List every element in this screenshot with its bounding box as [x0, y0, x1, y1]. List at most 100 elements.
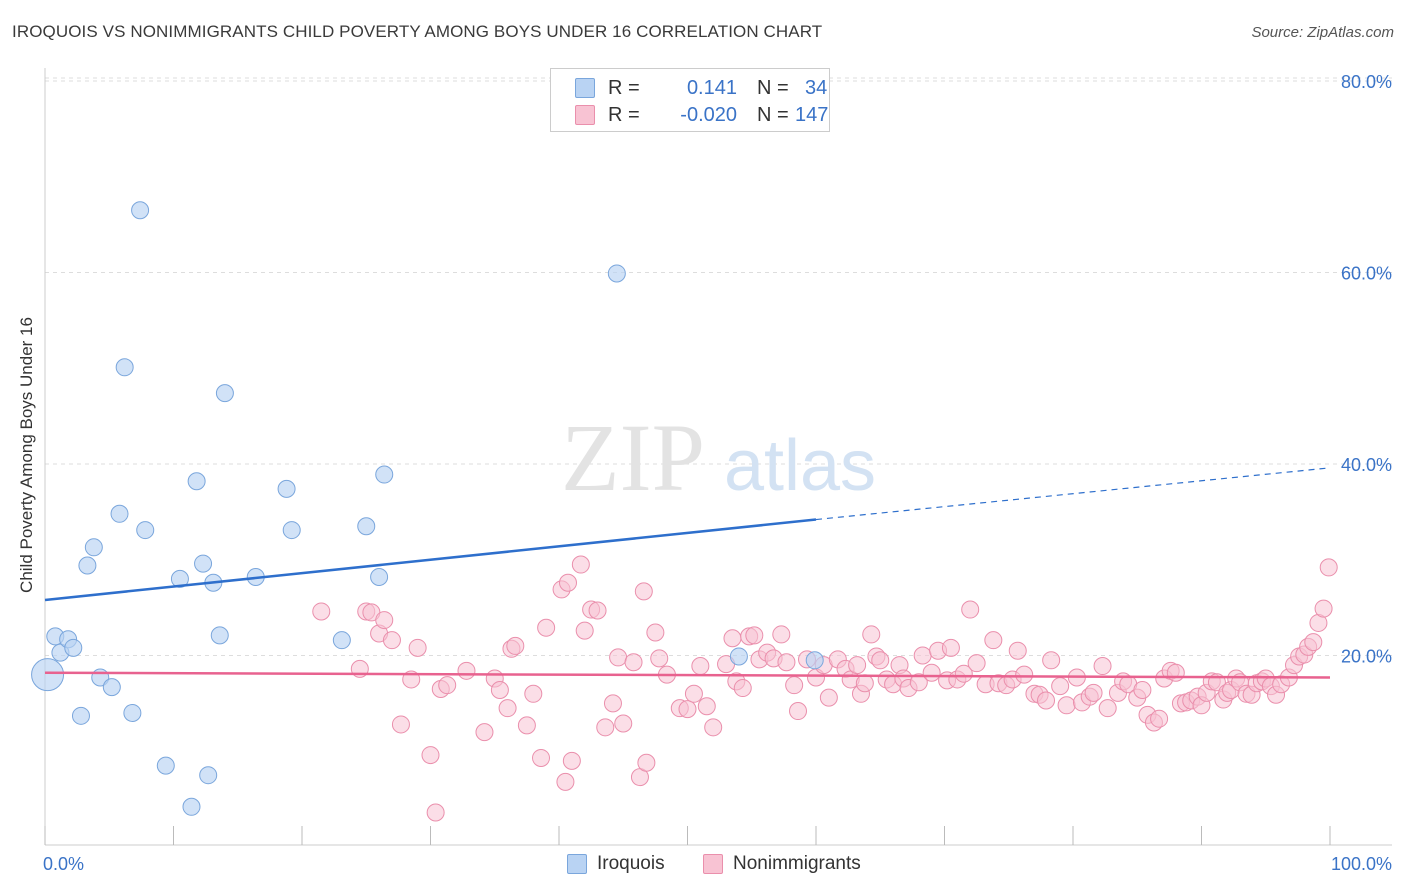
nonimmigrants-trend-line: [44, 671, 1331, 679]
legend-label-iroquois: Iroquois: [597, 853, 665, 874]
nonimmigrants-point: [1133, 680, 1152, 699]
nonimmigrants-point: [785, 676, 804, 695]
iroquois-point: [170, 569, 189, 588]
iroquois-point: [156, 756, 175, 775]
trend-lines: [44, 467, 1331, 679]
nonimmigrants-point: [498, 699, 517, 718]
nonimmigrants-point: [506, 636, 525, 655]
iroquois-point: [375, 465, 394, 484]
grid-lines: [45, 77, 1392, 656]
source-credit: Source: ZipAtlas.com: [1251, 24, 1394, 41]
nonimmigrants-point: [637, 753, 656, 772]
nonimmigrants-point: [745, 626, 764, 645]
iroquois-point: [357, 517, 376, 536]
watermark-zip: ZIP: [561, 404, 705, 511]
nonimmigrants-point: [603, 694, 622, 713]
nonimmigrants-point: [1166, 663, 1185, 682]
nonimmigrants-point: [723, 629, 742, 648]
nonimmigrants-point: [862, 625, 881, 644]
nonimmigrants-point: [558, 573, 577, 592]
legend-r-value: 0.141: [686, 77, 737, 99]
iroquois-point: [78, 556, 97, 575]
nonimmigrants-point: [684, 684, 703, 703]
nonimmigrants-point: [391, 715, 410, 734]
legend-n-value: 34: [805, 77, 828, 99]
nonimmigrants-point: [646, 623, 665, 642]
nonimmigrants-point: [524, 684, 543, 703]
iroquois-point: [729, 647, 748, 666]
legend-n-value: 147: [795, 104, 829, 126]
nonimmigrants-point: [575, 621, 594, 640]
iroquois-point: [136, 521, 155, 540]
iroquois-point: [71, 706, 90, 725]
nonimmigrants-point: [588, 601, 607, 620]
nonimmigrants-point: [855, 674, 874, 693]
nonimmigrants-point: [733, 679, 752, 698]
nonimmigrants-point: [438, 676, 457, 695]
legend-n-label: N =: [757, 77, 789, 99]
correlation-legend: R = 0.141 N = 34 R = -0.020 N = 147: [550, 68, 830, 132]
iroquois-point: [131, 201, 150, 220]
nonimmigrants-point: [571, 555, 590, 574]
nonimmigrants-point: [691, 657, 710, 676]
nonimmigrants-point: [375, 611, 394, 630]
nonimmigrants-point: [772, 625, 791, 644]
nonimmigrants-point: [1319, 558, 1338, 577]
nonimmigrants-point: [490, 680, 509, 699]
nonimmigrants-point: [532, 748, 551, 767]
nonimmigrants-point: [517, 716, 536, 735]
nonimmigrants-point: [312, 602, 331, 621]
y-tick-label: 80.0%: [1341, 72, 1392, 92]
nonimmigrants-point: [1304, 633, 1323, 652]
iroquois-point: [277, 479, 296, 498]
nonimmigrants-point: [961, 600, 980, 619]
iroquois-point: [332, 631, 351, 650]
nonimmigrants-point: [609, 648, 628, 667]
nonimmigrants-point: [1057, 696, 1076, 715]
nonimmigrants-point: [909, 673, 928, 692]
iroquois-point: [194, 554, 213, 573]
nonimmigrants-point: [913, 646, 932, 665]
iroquois-point: [110, 504, 129, 523]
nonimmigrants-point: [789, 702, 808, 721]
legend-swatch-iroquois: [575, 78, 595, 98]
nonimmigrants-point: [562, 751, 581, 770]
watermark-atlas: atlas: [724, 426, 876, 506]
legend-r-label: R =: [608, 77, 640, 99]
y-tick-label: 60.0%: [1341, 264, 1392, 284]
iroquois-point: [123, 703, 142, 722]
nonimmigrants-point: [819, 688, 838, 707]
y-tick-label: 20.0%: [1341, 647, 1392, 667]
nonimmigrants-point: [1037, 691, 1056, 710]
axes: [44, 68, 1392, 846]
iroquois-trend-extension: [815, 467, 1331, 521]
nonimmigrants-point: [457, 661, 476, 680]
nonimmigrants-point: [1051, 677, 1070, 696]
iroquois-point: [84, 538, 103, 557]
iroquois-point: [115, 358, 134, 377]
iroquois-points: [31, 201, 824, 816]
iroquois-trend-line: [44, 518, 817, 602]
legend-r-label: R =: [608, 104, 640, 126]
nonimmigrants-point: [408, 638, 427, 657]
nonimmigrants-point: [382, 631, 401, 650]
x-tick-label: 0.0%: [43, 854, 84, 874]
nonimmigrants-point: [634, 582, 653, 601]
series-legend: Iroquois Nonimmigrants: [0, 852, 1406, 878]
nonimmigrants-point: [624, 653, 643, 672]
iroquois-point: [370, 567, 389, 586]
nonimmigrants-point: [421, 746, 440, 765]
nonimmigrants-point: [1015, 665, 1034, 684]
nonimmigrants-point: [475, 723, 494, 742]
legend-swatch-nonimmigrants: [575, 105, 595, 125]
legend-swatch-iroquois: [567, 854, 587, 874]
iroquois-point: [64, 638, 83, 657]
nonimmigrants-point: [1008, 641, 1027, 660]
nonimmigrants-point: [426, 803, 445, 822]
nonimmigrants-point: [941, 638, 960, 657]
nonimmigrants-point: [537, 618, 556, 637]
nonimmigrants-point: [1314, 599, 1333, 618]
iroquois-point: [805, 651, 824, 670]
tick-labels: 20.0% 40.0% 60.0% 80.0% 0.0% 100.0%: [43, 72, 1392, 874]
nonimmigrants-point: [1042, 651, 1061, 670]
